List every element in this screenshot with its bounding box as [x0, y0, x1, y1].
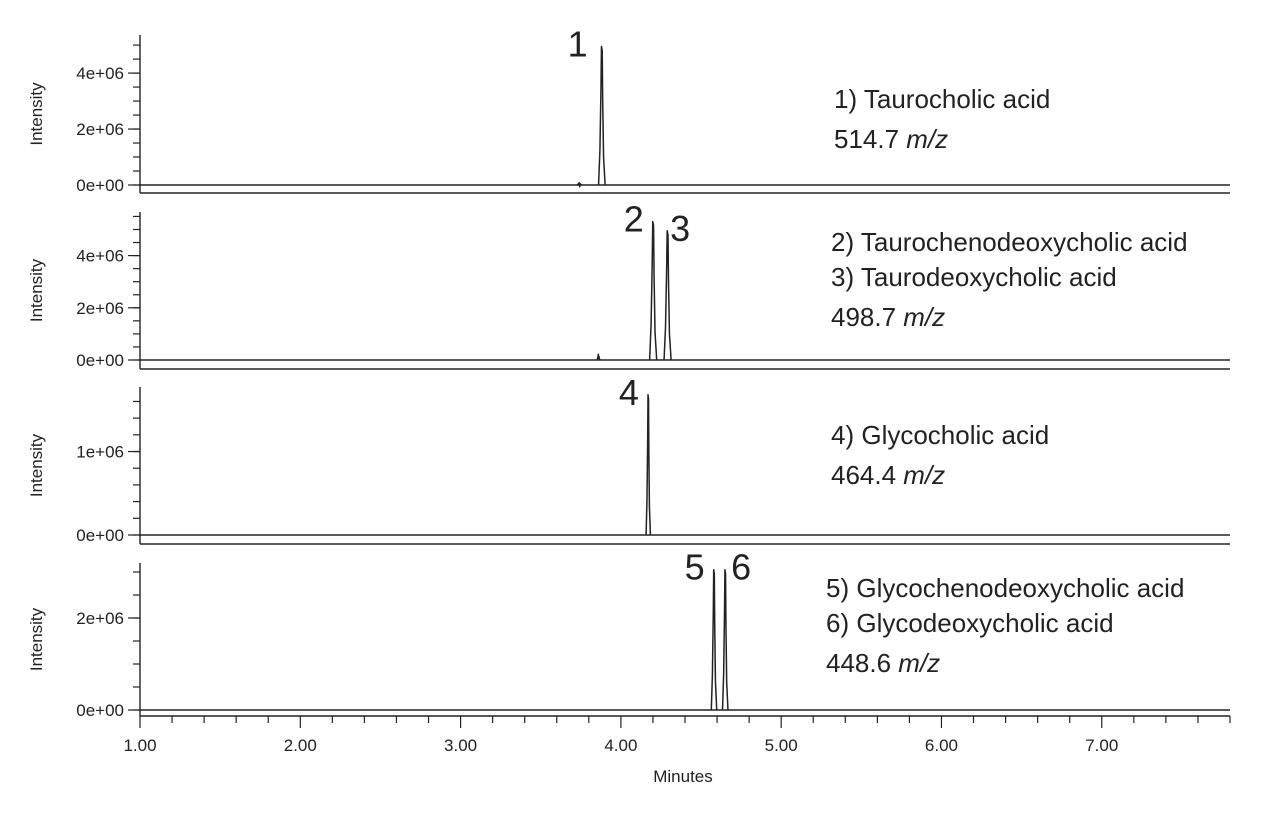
compound-name-label: 1) Taurocholic acid [834, 84, 1050, 114]
y-tick-label: 0e+00 [76, 176, 124, 195]
x-tick-label: 6.00 [925, 736, 958, 755]
y-axis-label: Intensity [27, 82, 46, 146]
y-tick-label: 0e+00 [76, 701, 124, 720]
x-axis-label: Minutes [653, 767, 713, 786]
y-axis-label: Intensity [27, 258, 46, 322]
peak-trace-panel-2 [663, 230, 672, 361]
x-tick-label: 7.00 [1085, 736, 1118, 755]
y-tick-label: 4e+06 [76, 247, 124, 266]
x-tick-label: 4.00 [604, 736, 637, 755]
peak-trace-panel-2 [648, 220, 658, 361]
peak-label-4: 4 [619, 372, 639, 413]
peak-label-3: 3 [670, 208, 690, 249]
peak-label-1: 1 [568, 23, 588, 64]
peak-trace-panel-3 [645, 394, 652, 536]
y-axis-label: Intensity [27, 607, 46, 671]
mz-label: 514.7 m/z [834, 124, 948, 154]
compound-name-label: 4) Glycocholic acid [831, 420, 1049, 450]
mz-label: 448.6 m/z [826, 648, 940, 678]
y-tick-label: 0e+00 [76, 526, 124, 545]
compound-name-label: 3) Taurodeoxycholic acid [831, 262, 1117, 292]
peak-label-2: 2 [624, 199, 644, 240]
x-tick-label: 5.00 [765, 736, 798, 755]
mz-label: 464.4 m/z [831, 460, 945, 490]
y-tick-label: 2e+06 [76, 609, 124, 628]
peak-trace-panel-1 [597, 45, 606, 186]
compound-name-label: 6) Glycodeoxycholic acid [826, 608, 1114, 638]
peak-trace-panel-4 [721, 568, 729, 711]
peak-label-5: 5 [685, 547, 705, 588]
compound-name-label: 2) Taurochenodeoxycholic acid [831, 227, 1188, 257]
x-tick-label: 3.00 [444, 736, 477, 755]
mz-label: 498.7 m/z [831, 302, 945, 332]
peak-trace-panel-1 [576, 182, 583, 188]
peak-label-6: 6 [731, 547, 751, 588]
x-tick-label: 1.00 [123, 736, 156, 755]
y-tick-label: 1e+06 [76, 443, 124, 462]
x-tick-label: 2.00 [284, 736, 317, 755]
y-tick-label: 2e+06 [76, 299, 124, 318]
y-axis-label: Intensity [27, 433, 46, 497]
peak-trace-panel-2 [596, 353, 601, 361]
y-tick-label: 2e+06 [76, 120, 124, 139]
compound-name-label: 5) Glycochenodeoxycholic acid [826, 573, 1184, 603]
peak-trace-panel-4 [710, 568, 718, 711]
y-tick-label: 0e+00 [76, 351, 124, 370]
y-tick-label: 4e+06 [76, 64, 124, 83]
